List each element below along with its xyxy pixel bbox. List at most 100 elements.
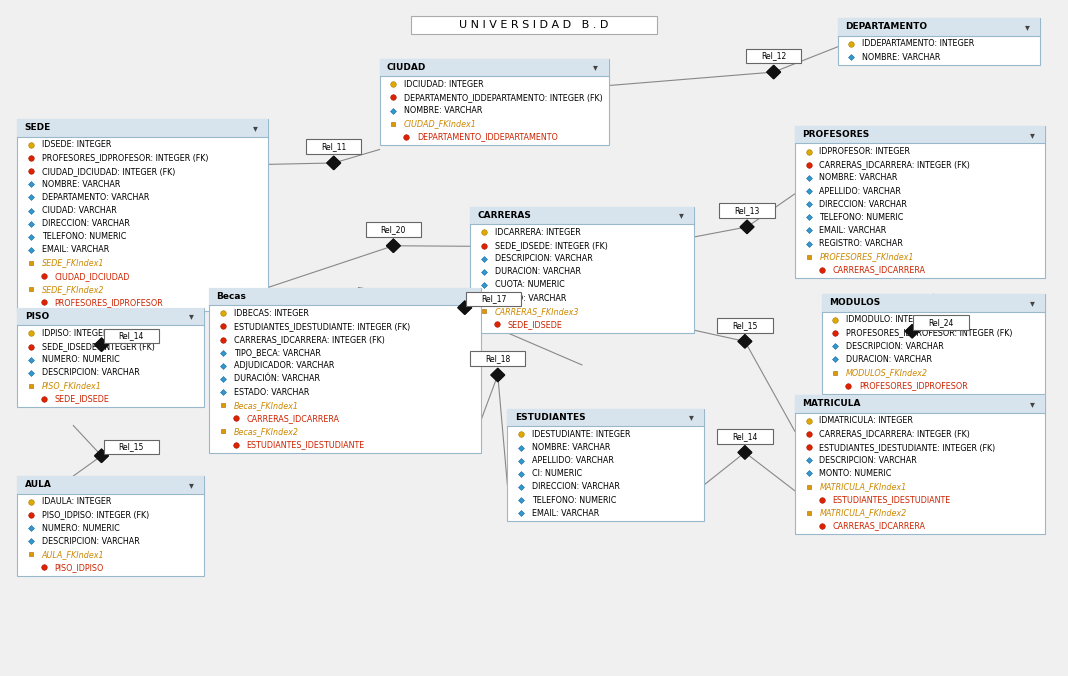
Text: CARRERAS_IDCARRERA: INTEGER (FK): CARRERAS_IDCARRERA: INTEGER (FK) bbox=[819, 430, 971, 439]
Text: Rel_15: Rel_15 bbox=[119, 443, 144, 452]
Text: NUMERO: NUMERIC: NUMERO: NUMERIC bbox=[42, 355, 120, 364]
Text: IDSEDE: INTEGER: IDSEDE: INTEGER bbox=[42, 141, 111, 149]
Text: DIRECCION: VARCHAR: DIRECCION: VARCHAR bbox=[42, 219, 129, 228]
Text: EMAIL: VARCHAR: EMAIL: VARCHAR bbox=[532, 509, 599, 518]
Bar bbox=[411, 16, 657, 34]
Bar bbox=[379, 59, 609, 76]
Text: Becas_FKIndex2: Becas_FKIndex2 bbox=[234, 427, 299, 436]
Text: IDCIUDAD: INTEGER: IDCIUDAD: INTEGER bbox=[404, 80, 484, 89]
Bar bbox=[17, 476, 204, 493]
Text: PISO: PISO bbox=[25, 312, 49, 321]
Text: MATRICULA_FKIndex1: MATRICULA_FKIndex1 bbox=[819, 482, 907, 491]
Bar bbox=[821, 294, 1046, 394]
Text: PROFESORES: PROFESORES bbox=[802, 130, 869, 139]
Text: DESCRIPCION: VARCHAR: DESCRIPCION: VARCHAR bbox=[819, 456, 917, 465]
Text: ESTUDIANTES: ESTUDIANTES bbox=[515, 413, 585, 422]
Bar bbox=[913, 315, 969, 330]
Bar bbox=[837, 18, 1040, 66]
Text: TIPO_BECA: VARCHAR: TIPO_BECA: VARCHAR bbox=[234, 348, 320, 357]
Bar bbox=[821, 294, 1046, 312]
Text: ▾: ▾ bbox=[689, 412, 694, 422]
Polygon shape bbox=[491, 368, 505, 382]
Text: MODULOS_FKIndex2: MODULOS_FKIndex2 bbox=[846, 368, 928, 377]
Text: CI: NUMERIC: CI: NUMERIC bbox=[532, 469, 582, 479]
Text: ▾: ▾ bbox=[1031, 399, 1035, 409]
Text: NOMBRE: VARCHAR: NOMBRE: VARCHAR bbox=[862, 53, 941, 62]
Bar bbox=[718, 318, 772, 333]
Text: SEDE_IDSEDE: INTEGER (FK): SEDE_IDSEDE: INTEGER (FK) bbox=[494, 241, 608, 250]
Text: ▾: ▾ bbox=[1025, 22, 1030, 32]
Bar bbox=[17, 119, 268, 137]
Text: DESCRIPCION: VARCHAR: DESCRIPCION: VARCHAR bbox=[846, 342, 944, 351]
Text: TITULO: VARCHAR: TITULO: VARCHAR bbox=[494, 293, 566, 303]
Text: PROFESORES_IDPROFESOR: INTEGER (FK): PROFESORES_IDPROFESOR: INTEGER (FK) bbox=[846, 329, 1012, 337]
Text: MODULOS: MODULOS bbox=[829, 299, 880, 308]
Bar bbox=[466, 291, 521, 306]
Text: PROFESORES_IDPROFESOR: PROFESORES_IDPROFESOR bbox=[54, 298, 163, 307]
Text: Rel_20: Rel_20 bbox=[380, 225, 406, 234]
Text: PISO_IDPISO: PISO_IDPISO bbox=[54, 563, 104, 572]
Text: ADJUDICADOR: VARCHAR: ADJUDICADOR: VARCHAR bbox=[234, 361, 334, 370]
Text: CARRERAS_FKIndex3: CARRERAS_FKIndex3 bbox=[494, 307, 579, 316]
Text: PISO_FKIndex1: PISO_FKIndex1 bbox=[42, 381, 101, 391]
Text: NOMBRE: VARCHAR: NOMBRE: VARCHAR bbox=[42, 180, 121, 189]
Text: TELEFONO: NUMERIC: TELEFONO: NUMERIC bbox=[42, 233, 126, 241]
Text: IDPROFESOR: INTEGER: IDPROFESOR: INTEGER bbox=[819, 147, 911, 156]
Text: SEDE: SEDE bbox=[25, 124, 51, 132]
Bar bbox=[720, 203, 774, 218]
Text: Becas_FKIndex1: Becas_FKIndex1 bbox=[234, 401, 299, 410]
Bar bbox=[470, 352, 525, 366]
Text: ESTUDIANTES_IDESTUDIANTE: ESTUDIANTES_IDESTUDIANTE bbox=[247, 440, 364, 449]
Polygon shape bbox=[387, 239, 400, 253]
Bar bbox=[17, 308, 204, 325]
Text: DEPARTAMENTO: DEPARTAMENTO bbox=[845, 22, 927, 32]
Text: ESTUDIANTES_IDESTUDIANTE: INTEGER (FK): ESTUDIANTES_IDESTUDIANTE: INTEGER (FK) bbox=[234, 322, 410, 331]
Polygon shape bbox=[458, 301, 472, 314]
Text: DIRECCION: VARCHAR: DIRECCION: VARCHAR bbox=[532, 483, 619, 491]
Text: NOMBRE: VARCHAR: NOMBRE: VARCHAR bbox=[404, 106, 483, 115]
Text: AULA_FKIndex1: AULA_FKIndex1 bbox=[42, 550, 105, 559]
Bar bbox=[17, 308, 204, 408]
Polygon shape bbox=[95, 449, 109, 462]
Text: U N I V E R S I D A D   B . D: U N I V E R S I D A D B . D bbox=[459, 20, 609, 30]
Bar bbox=[470, 207, 694, 333]
Text: APELLIDO: VARCHAR: APELLIDO: VARCHAR bbox=[532, 456, 614, 465]
Bar bbox=[17, 476, 204, 576]
Text: ▾: ▾ bbox=[678, 210, 684, 220]
Text: CARRERAS_IDCARRERA: INTEGER (FK): CARRERAS_IDCARRERA: INTEGER (FK) bbox=[819, 160, 971, 169]
Text: DEPARTAMENTO_IDDEPARTAMENTO: INTEGER (FK): DEPARTAMENTO_IDDEPARTAMENTO: INTEGER (FK… bbox=[404, 93, 602, 102]
Bar bbox=[379, 59, 609, 145]
Bar bbox=[365, 222, 421, 237]
Polygon shape bbox=[767, 66, 781, 79]
Text: ESTADO: VARCHAR: ESTADO: VARCHAR bbox=[234, 387, 309, 397]
Bar bbox=[745, 49, 801, 64]
Text: DURACION: VARCHAR: DURACION: VARCHAR bbox=[846, 355, 932, 364]
Text: ▾: ▾ bbox=[189, 312, 193, 322]
Text: ESTUDIANTES_IDESTUDIANTE: ESTUDIANTES_IDESTUDIANTE bbox=[832, 496, 951, 504]
Text: TELEFONO: NUMERIC: TELEFONO: NUMERIC bbox=[819, 213, 904, 222]
Text: SEDE_FKIndex2: SEDE_FKIndex2 bbox=[42, 285, 105, 294]
Text: ▾: ▾ bbox=[1031, 298, 1035, 308]
Text: DEPARTAMENTO: VARCHAR: DEPARTAMENTO: VARCHAR bbox=[42, 193, 150, 202]
Text: CIUDAD: VARCHAR: CIUDAD: VARCHAR bbox=[42, 206, 116, 215]
Text: Rel_13: Rel_13 bbox=[735, 206, 759, 215]
Text: PISO_IDPISO: INTEGER (FK): PISO_IDPISO: INTEGER (FK) bbox=[42, 510, 150, 519]
Text: Rel_14: Rel_14 bbox=[733, 432, 757, 441]
Text: CIUDAD_FKIndex1: CIUDAD_FKIndex1 bbox=[404, 119, 477, 128]
Text: CARRERAS_IDCARRERA: CARRERAS_IDCARRERA bbox=[832, 266, 925, 274]
Text: Rel_11: Rel_11 bbox=[321, 143, 346, 151]
Text: Becas: Becas bbox=[217, 292, 247, 301]
Text: NUMERO: NUMERIC: NUMERO: NUMERIC bbox=[42, 523, 120, 533]
Text: AULA: AULA bbox=[25, 480, 51, 489]
Bar bbox=[795, 126, 1046, 278]
Text: ▾: ▾ bbox=[1031, 130, 1035, 140]
Text: REGISTRO: VARCHAR: REGISTRO: VARCHAR bbox=[819, 239, 904, 248]
Text: APELLIDO: VARCHAR: APELLIDO: VARCHAR bbox=[819, 187, 901, 195]
Bar bbox=[507, 409, 705, 521]
Bar bbox=[209, 287, 481, 305]
Text: CARRERAS_IDCARRERA: CARRERAS_IDCARRERA bbox=[247, 414, 340, 422]
Text: CARRERAS_IDCARRERA: INTEGER (FK): CARRERAS_IDCARRERA: INTEGER (FK) bbox=[234, 335, 384, 344]
Text: DIRECCION: VARCHAR: DIRECCION: VARCHAR bbox=[819, 199, 908, 209]
Text: SEDE_IDSEDE: INTEGER (FK): SEDE_IDSEDE: INTEGER (FK) bbox=[42, 342, 155, 351]
Bar bbox=[795, 395, 1046, 413]
